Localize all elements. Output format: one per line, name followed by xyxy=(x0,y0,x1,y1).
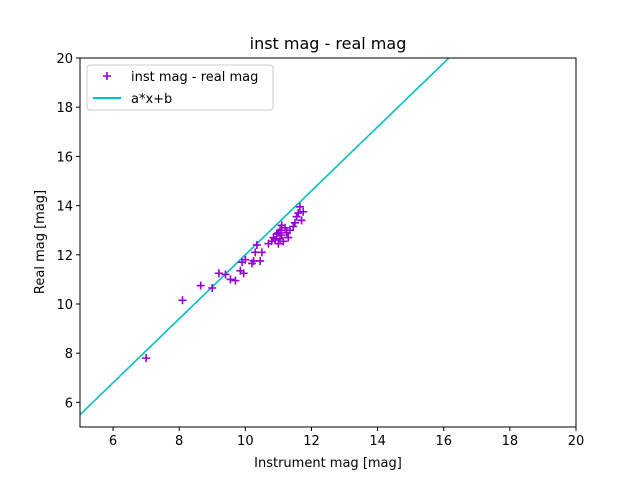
plot-frame xyxy=(79,57,577,428)
data-point xyxy=(196,281,205,290)
x-tick-label: 20 xyxy=(568,434,585,449)
legend-label-scatter: inst mag - real mag xyxy=(131,70,258,85)
data-point xyxy=(281,223,290,232)
y-axis-ticks: 6 8 10 12 14 16 18 20 xyxy=(56,52,80,411)
data-point xyxy=(292,212,301,221)
fit-line-series xyxy=(80,58,450,416)
data-point xyxy=(142,354,151,363)
data-point xyxy=(297,216,306,225)
legend: inst mag - real mag a*x+b xyxy=(86,64,274,111)
data-point xyxy=(257,248,266,257)
data-point xyxy=(256,256,265,265)
data-point xyxy=(208,284,217,293)
x-tick-label: 18 xyxy=(502,434,519,449)
data-point xyxy=(239,269,248,278)
y-tick-label: 8 xyxy=(65,347,73,362)
data-point xyxy=(178,296,187,305)
plot-background xyxy=(80,58,576,427)
x-tick-label: 12 xyxy=(303,434,320,449)
y-tick-label: 16 xyxy=(56,150,73,165)
legend-marker-scatter xyxy=(103,72,111,80)
fit-line xyxy=(80,58,450,416)
legend-label-line: a*x+b xyxy=(131,92,172,107)
chart-title: inst mag - real mag xyxy=(250,34,407,53)
y-tick-label: 10 xyxy=(56,298,73,313)
data-point xyxy=(284,233,293,242)
data-point xyxy=(279,237,288,246)
x-tick-label: 6 xyxy=(109,434,117,449)
y-tick-label: 20 xyxy=(56,52,73,67)
data-point xyxy=(276,226,285,235)
data-point xyxy=(221,270,230,279)
data-point xyxy=(214,269,223,278)
legend-box xyxy=(86,64,274,111)
y-tick-label: 14 xyxy=(56,200,73,215)
data-point xyxy=(277,231,286,240)
x-tick-label: 10 xyxy=(237,434,254,449)
y-tick-label: 6 xyxy=(65,396,73,411)
data-point xyxy=(299,207,308,216)
y-tick-label: 18 xyxy=(56,101,73,116)
data-point xyxy=(289,222,298,231)
data-point xyxy=(294,208,303,217)
data-point xyxy=(226,275,235,284)
x-axis-ticks: 6 8 10 12 14 16 18 20 xyxy=(109,427,584,449)
x-axis-label: Instrument mag [mag] xyxy=(254,456,402,471)
x-tick-label: 14 xyxy=(369,434,386,449)
data-point xyxy=(241,255,250,264)
x-tick-label: 16 xyxy=(435,434,452,449)
data-point xyxy=(290,218,299,227)
data-point xyxy=(295,202,304,211)
x-tick-label: 8 xyxy=(175,434,183,449)
legend-plus-marker xyxy=(103,72,111,80)
plot-area xyxy=(79,57,577,428)
scatter-points xyxy=(142,202,308,363)
data-point xyxy=(231,276,240,285)
data-point xyxy=(274,239,283,248)
data-point xyxy=(252,240,261,249)
y-axis-label: Real mag [mag] xyxy=(33,190,48,294)
y-tick-label: 12 xyxy=(56,249,73,264)
